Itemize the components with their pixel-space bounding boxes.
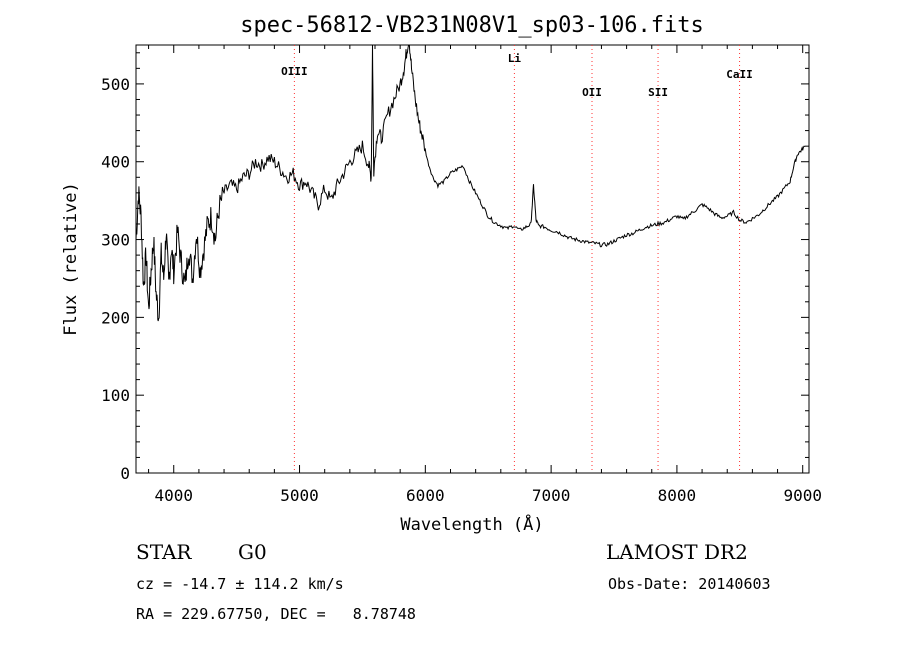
x-tick-label: 6000 — [406, 486, 445, 505]
y-tick-label: 100 — [101, 386, 130, 405]
y-tick-label: 200 — [101, 308, 130, 327]
y-tick-label: 500 — [101, 75, 130, 94]
survey-name: LAMOST DR2 — [606, 540, 748, 564]
x-tick-label: 9000 — [783, 486, 822, 505]
x-axis-label: Wavelength (Å) — [400, 513, 543, 535]
x-axis-ticks — [148, 45, 804, 473]
obs-date: Obs-Date: 20140603 — [608, 575, 771, 593]
chart-title: spec-56812-VB231N08V1_sp03-106.fits — [240, 13, 704, 38]
x-tick-label: 7000 — [532, 486, 571, 505]
redshift-readout: cz = -14.7 ± 114.2 km/s — [136, 575, 344, 593]
y-axis-label: Flux (relative) — [61, 182, 81, 336]
x-tick-label: 8000 — [658, 486, 697, 505]
line-marker-label: OIII — [281, 65, 308, 78]
subclass: G0 — [238, 540, 267, 564]
line-marker-label: Li — [508, 52, 522, 65]
y-tick-label: 300 — [101, 231, 130, 250]
y-axis-tick-labels: 0 100 200 300 400 500 — [101, 75, 130, 483]
y-tick-label: 400 — [101, 153, 130, 172]
x-axis-tick-labels: 4000 5000 6000 7000 8000 9000 — [154, 486, 822, 505]
x-tick-label: 5000 — [280, 486, 319, 505]
line-marker-label: CaII — [726, 68, 753, 81]
y-tick-label: 0 — [120, 464, 130, 483]
emission-line-markers — [293, 45, 741, 473]
y-axis-ticks — [136, 52, 809, 474]
object-class: STAR — [136, 540, 192, 564]
plot-frame — [135, 44, 810, 474]
coordinates-readout: RA = 229.67750, DEC = 8.78748 — [136, 605, 416, 623]
emission-line-labels: OIII Li OII SII CaII — [281, 52, 753, 99]
line-marker-label: SII — [648, 86, 668, 99]
x-tick-label: 4000 — [154, 486, 193, 505]
spectrum-line — [135, 44, 806, 322]
line-marker-label: OII — [582, 86, 602, 99]
